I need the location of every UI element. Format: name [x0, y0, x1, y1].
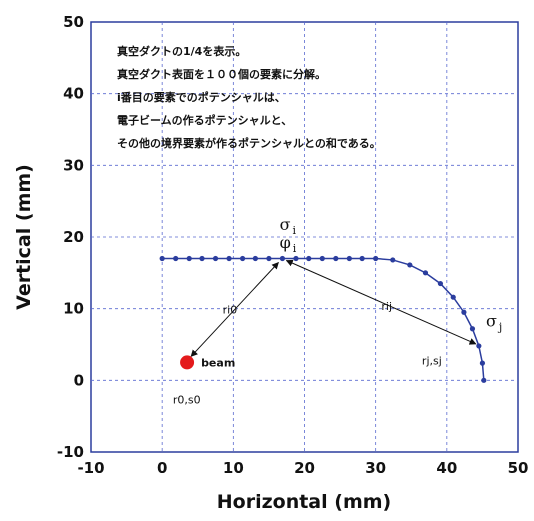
- data-point: [199, 255, 205, 262]
- data-point: [226, 255, 232, 262]
- r0-s0-label: r0,s0: [173, 393, 201, 406]
- data-point: [159, 255, 165, 262]
- note-line-3: i番目の要素でのポテンシャルは、: [117, 90, 286, 104]
- x-tick-label: 30: [365, 459, 386, 477]
- data-point: [319, 255, 325, 262]
- data-point: [173, 255, 179, 262]
- y-tick-label: 10: [63, 300, 84, 318]
- y-tick-label: 50: [63, 13, 84, 31]
- data-point: [373, 255, 379, 262]
- data-point: [476, 343, 482, 349]
- data-point: [293, 255, 299, 262]
- arrow-ri0: [190, 261, 279, 357]
- note-line-1: 真空ダクトの1/4を表示。: [117, 44, 246, 58]
- data-point: [469, 326, 476, 332]
- tick-labels: -10 0 10 20 30 40 50 -10 0 10 20 30 40 50: [57, 13, 529, 477]
- y-tick-label: -10: [57, 443, 84, 461]
- data-point: [422, 270, 429, 276]
- data-point: [359, 255, 365, 262]
- note-line-5: その他の境界要素が作るポテンシャルとの和である。: [117, 136, 381, 150]
- note-line-2: 真空ダクト表面を１００個の要素に分解。: [117, 67, 326, 81]
- x-tick-label: -10: [77, 459, 104, 477]
- beam-label: beam: [201, 356, 235, 369]
- rij-label: rij: [381, 300, 392, 313]
- data-point: [252, 255, 258, 262]
- data-point: [212, 255, 219, 262]
- x-tick-label: 0: [157, 459, 167, 477]
- data-point: [346, 255, 352, 262]
- data-point: [279, 255, 286, 262]
- data-point: [437, 280, 444, 287]
- x-axis-label: Horizontal (mm): [217, 491, 391, 513]
- x-tick-label: 20: [294, 459, 315, 477]
- data-point: [239, 255, 246, 262]
- ri0-label: ri0: [223, 304, 238, 317]
- data-point: [333, 255, 339, 262]
- x-tick-label: 10: [223, 459, 244, 477]
- x-tick-label: 40: [436, 459, 457, 477]
- y-tick-label: 20: [63, 228, 84, 246]
- y-tick-label: 0: [74, 371, 84, 389]
- arrows: [190, 259, 477, 357]
- x-tick-label: 50: [508, 459, 529, 477]
- annotation-note: 真空ダクトの1/4を表示。 真空ダクト表面を１００個の要素に分解。 i番目の要素…: [117, 44, 381, 150]
- data-point: [306, 255, 312, 262]
- data-point: [450, 294, 456, 300]
- data-point: [407, 262, 413, 268]
- data-point: [461, 309, 467, 315]
- beam-point: [180, 355, 195, 370]
- data-point: [481, 377, 487, 383]
- data-point: [266, 255, 272, 262]
- rj-sj-label: rj,sj: [422, 355, 442, 368]
- note-line-4: 電子ビームの作るポテンシャルと、: [117, 113, 292, 127]
- y-tick-label: 30: [63, 156, 84, 174]
- data-point: [479, 360, 486, 366]
- data-point: [186, 255, 192, 262]
- series-layer: [159, 255, 487, 383]
- data-point: [390, 257, 396, 263]
- arrow-rij: [285, 259, 477, 345]
- y-tick-label: 40: [63, 85, 84, 103]
- y-axis-label: Vertical (mm): [13, 164, 35, 310]
